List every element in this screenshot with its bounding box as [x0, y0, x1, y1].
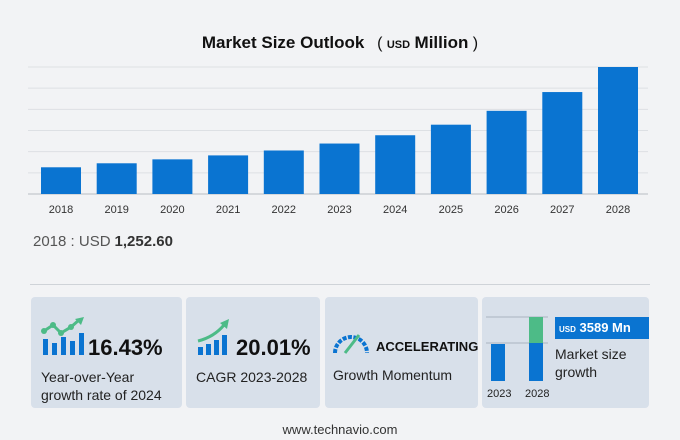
divider	[30, 284, 650, 285]
bar-2026	[486, 110, 527, 194]
x-tick-label: 2021	[216, 204, 240, 216]
cagr-value: 20.01%	[236, 335, 311, 360]
cagr-card: 20.01% CAGR 2023-2028	[186, 297, 320, 408]
mini-growth-chart-icon	[486, 316, 548, 381]
market-growth-label: Market size growth	[555, 345, 627, 381]
yoy-label: Year-over-Year growth rate of 2024	[41, 368, 162, 404]
bar-2018	[41, 167, 81, 194]
yoy-label-line1: Year-over-Year	[41, 369, 135, 385]
base-year-amount: 1,252.60	[114, 233, 173, 250]
growth-bar-chart-icon	[41, 317, 84, 355]
bar-2024	[375, 135, 416, 194]
cagr-label: CAGR 2023-2028	[196, 369, 308, 385]
x-tick-label: 2023	[327, 204, 351, 216]
bar-2021	[208, 155, 249, 194]
badge-prefix: USD	[559, 325, 576, 334]
chart-title-text: Market Size Outlook	[201, 33, 365, 52]
x-tick-label: 2027	[550, 204, 574, 216]
growth-badge: USD 3589 Mn	[555, 317, 649, 339]
chart-unit: ( USD Million )	[377, 33, 479, 52]
x-tick-label: 2018	[49, 204, 73, 216]
year-start: 2023	[487, 388, 512, 400]
bar-2022	[263, 150, 304, 194]
bar-chart: 2018 2019 2020 2021 2022 2023 2024 2025 2026 2027…	[28, 66, 648, 216]
x-tick-label: 2026	[494, 204, 518, 216]
unit-prefix: USD	[386, 39, 411, 51]
bar-2023	[319, 143, 360, 194]
yoy-value: 16.43%	[88, 335, 163, 360]
x-tick-label: 2028	[606, 204, 630, 216]
yoy-card: 16.43% Year-over-Year growth rate of 2024	[31, 297, 182, 408]
rising-bars-arrow-icon	[197, 319, 229, 355]
bar-2019	[96, 163, 137, 194]
speedometer-icon	[333, 334, 369, 354]
badge-value: 3589 Mn	[579, 320, 631, 335]
momentum-label: Growth Momentum	[333, 367, 453, 383]
bar-2025	[430, 124, 471, 194]
momentum-value: ACCELERATING	[376, 339, 479, 354]
unit-label: Million	[414, 33, 469, 52]
base-year-value: 2018 : USD 1,252.60	[33, 233, 173, 250]
x-tick-label: 2024	[383, 204, 407, 216]
x-tick-label: 2022	[272, 204, 296, 216]
footer-url[interactable]: www.technavio.com	[282, 422, 398, 437]
bar-2027	[542, 92, 583, 194]
x-tick-label: 2020	[160, 204, 184, 216]
x-tick-label: 2025	[439, 204, 463, 216]
market-growth-card: 2023 2028 USD 3589 Mn Market size growth	[482, 297, 649, 408]
chart-title: Market Size Outlook ( USD Million )	[0, 33, 680, 53]
bar-2028	[598, 67, 638, 194]
year-end: 2028	[525, 388, 550, 400]
x-tick-label: 2019	[104, 204, 128, 216]
yoy-label-line2: growth rate of 2024	[41, 387, 162, 403]
market-growth-line1: Market size	[555, 346, 627, 362]
momentum-card: ACCELERATING Growth Momentum	[325, 297, 478, 408]
bar-2020	[152, 159, 193, 194]
base-year-label: 2018 : USD	[33, 233, 111, 250]
market-growth-line2: growth	[555, 364, 598, 380]
